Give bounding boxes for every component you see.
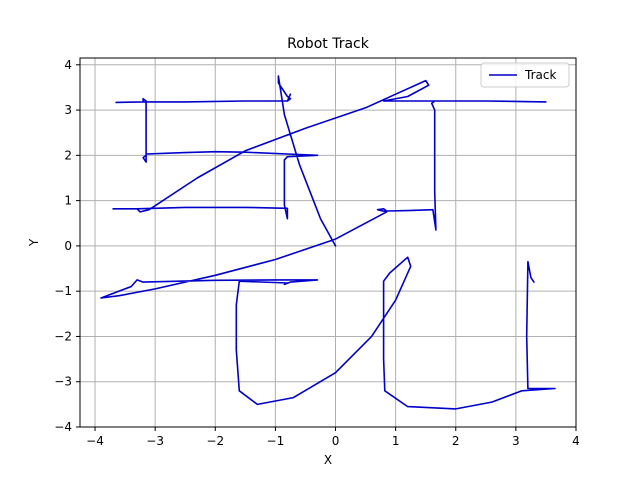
x-axis-label: X: [324, 453, 332, 467]
x-tick-label: −1: [267, 434, 285, 448]
x-tick-label: 1: [392, 434, 400, 448]
x-tick-label: −2: [206, 434, 224, 448]
y-axis-ticks: −4 −3 −2 −1 0 1 2 3 4: [54, 58, 80, 434]
x-axis-ticks: −4 −3 −2 −1 0 1 2 3 4: [86, 427, 580, 448]
x-tick-label: 2: [452, 434, 460, 448]
series-line-track: [100, 75, 556, 410]
y-tick-label: 2: [64, 148, 72, 162]
y-tick-label: −4: [54, 420, 72, 434]
chart-title: Robot Track: [287, 36, 370, 52]
series-layer: [100, 75, 556, 410]
y-tick-label: 4: [64, 58, 72, 72]
x-tick-label: −4: [86, 434, 104, 448]
y-tick-label: −2: [54, 329, 72, 343]
legend: Track: [480, 62, 570, 88]
plot-area-frame: [79, 57, 577, 428]
y-tick-label: 0: [64, 239, 72, 253]
x-tick-label: 0: [332, 434, 340, 448]
x-tick-label: 4: [572, 434, 580, 448]
x-tick-label: −3: [146, 434, 164, 448]
legend-label-track: Track: [524, 68, 556, 82]
y-tick-label: −1: [54, 284, 72, 298]
y-tick-label: 3: [64, 103, 72, 117]
y-tick-label: −3: [54, 375, 72, 389]
y-tick-label: 1: [64, 194, 72, 208]
y-axis-label: Y: [27, 238, 41, 247]
legend-box: [480, 62, 570, 88]
x-tick-label: 3: [512, 434, 520, 448]
